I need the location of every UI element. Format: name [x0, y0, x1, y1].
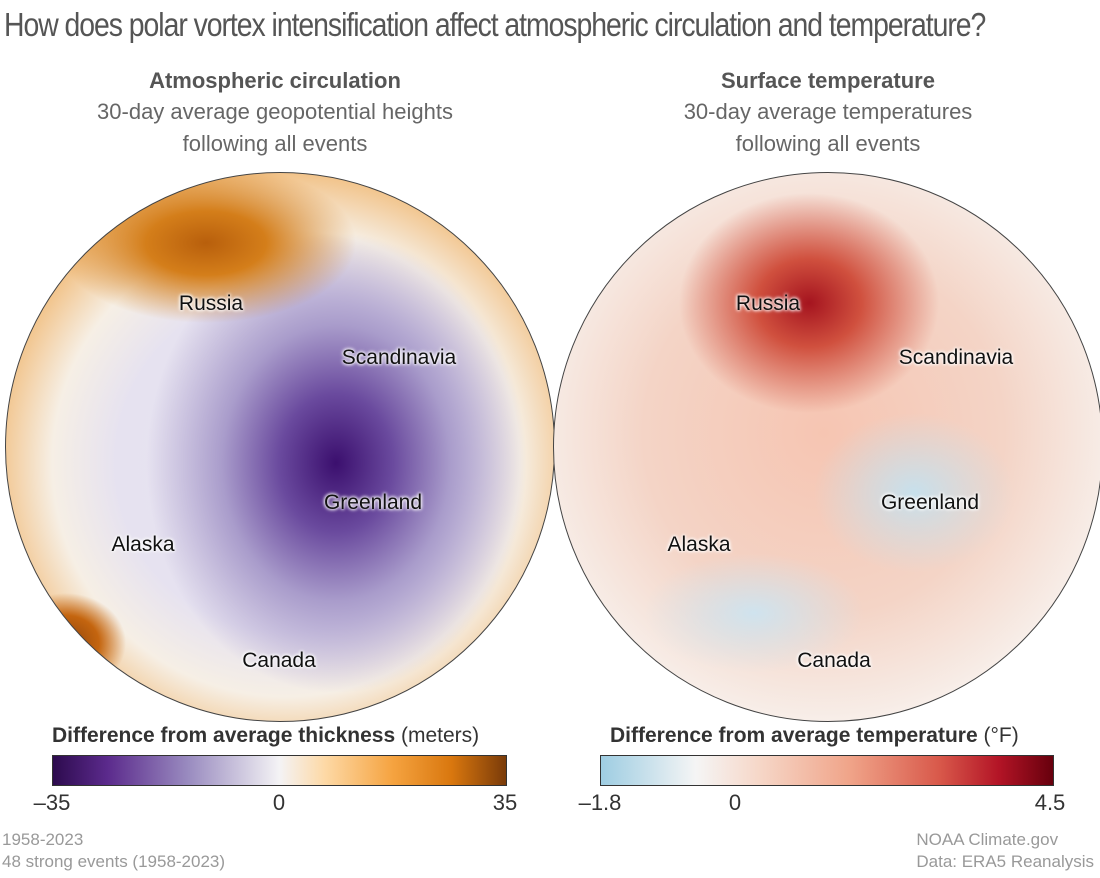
- footer-left: 1958-2023 48 strong events (1958-2023): [2, 829, 225, 873]
- panel-title-temperature: Surface temperature: [721, 68, 935, 93]
- tick-max: 4.5: [1034, 790, 1066, 815]
- colorbar-title-thickness: Difference from average thickness (meter…: [52, 724, 479, 748]
- subtitle-line: following all events: [182, 131, 368, 156]
- label-russia: Russia: [735, 292, 801, 315]
- page-title: How does polar vortex intensification af…: [4, 6, 986, 43]
- colorbar-temperature: [600, 755, 1054, 786]
- tick-min: –1.8: [578, 790, 622, 815]
- subtitle-line: 30-day average temperatures: [683, 99, 973, 124]
- footer-data-credit: Data: ERA5 Reanalysis: [916, 852, 1094, 871]
- colorbar-title-bold: Difference from average temperature: [610, 724, 978, 747]
- footer-source: NOAA Climate.gov: [916, 830, 1059, 849]
- footer-period: 1958-2023: [2, 830, 84, 849]
- panel-subtitle-temperature: 30-day average temperatures following all…: [568, 96, 1088, 160]
- geopotential-height-map: [5, 172, 555, 722]
- colorbar-unit: (°F): [983, 724, 1019, 747]
- subtitle-line: 30-day average geopotential heights: [97, 99, 453, 124]
- tick-zero: 0: [272, 790, 286, 815]
- label-canada: Canada: [242, 649, 316, 672]
- label-greenland: Greenland: [323, 491, 423, 514]
- colorbar-unit: (meters): [401, 724, 480, 747]
- colorbar-title-temperature: Difference from average temperature (°F): [610, 724, 1019, 748]
- colorbar-thickness: [52, 755, 507, 786]
- label-canada: Canada: [797, 649, 871, 672]
- surface-temperature-map: [553, 172, 1100, 722]
- tick-zero: 0: [728, 790, 742, 815]
- label-alaska: Alaska: [111, 533, 175, 556]
- label-russia: Russia: [178, 292, 244, 315]
- tick-min: –35: [33, 790, 71, 815]
- tick-max: 35: [492, 790, 518, 815]
- label-alaska: Alaska: [667, 533, 731, 556]
- panel-subtitle-circulation: 30-day average geopotential heights follo…: [15, 96, 535, 160]
- label-greenland: Greenland: [880, 491, 980, 514]
- label-scandinavia: Scandinavia: [341, 346, 457, 369]
- footer-events: 48 strong events (1958-2023): [2, 852, 226, 871]
- subtitle-line: following all events: [735, 131, 921, 156]
- panel-title-circulation: Atmospheric circulation: [149, 68, 401, 93]
- label-scandinavia: Scandinavia: [898, 346, 1014, 369]
- footer-right: NOAA Climate.gov Data: ERA5 Reanalysis: [916, 829, 1094, 873]
- colorbar-title-bold: Difference from average thickness: [52, 724, 396, 747]
